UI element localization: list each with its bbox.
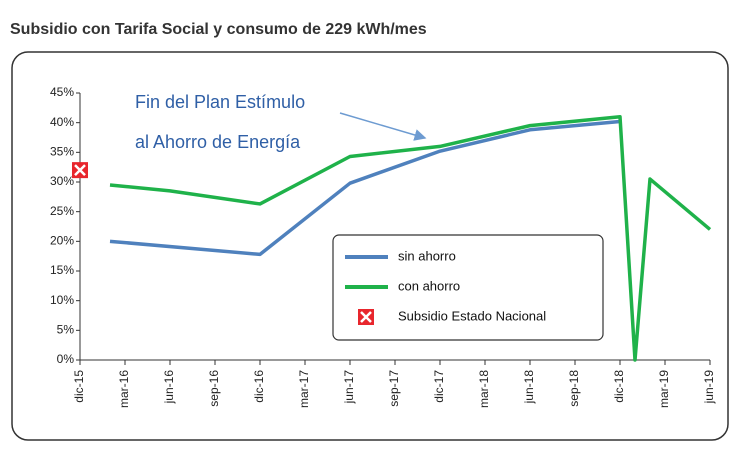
legend-label: Subsidio Estado Nacional [398,308,546,323]
x-tick-label: sep-18 [567,370,581,407]
x-tick-label: jun-19 [702,370,716,405]
annotation: Fin del Plan Estímulo [135,92,305,112]
y-tick-label: 25% [50,204,74,218]
chart-title: Subsidio con Tarifa Social y consumo de … [10,21,427,38]
x-tick-label: dic-16 [252,370,266,403]
x-tick-label: mar-18 [477,370,491,408]
x-tick-label: mar-16 [117,370,131,408]
y-tick-label: 20% [50,234,74,248]
x-tick-label: jun-16 [162,370,176,405]
line-series [109,114,712,362]
y-tick-label: 45% [50,85,74,99]
x-tick-label: mar-19 [657,370,671,408]
x-tick-label: dic-15 [72,370,86,403]
legend-label: con ahorro [398,278,460,293]
marker [72,162,88,179]
annotation: al Ahorro de Energía [135,132,301,152]
x-tick-label: mar-17 [297,370,311,408]
x-tick-label: dic-17 [432,370,446,403]
x-tick-label: dic-18 [612,370,626,403]
annotation-arrow [339,112,427,141]
y-tick-label: 40% [50,115,74,129]
y-tick-label: 5% [57,323,75,337]
x-tick-label: sep-16 [207,370,221,407]
legend-marker [358,309,374,325]
y-tick-label: 30% [50,174,74,188]
y-tick-label: 35% [50,145,74,159]
x-tick-label: sep-17 [387,370,401,407]
line-series [109,119,621,257]
x-tick-label: jun-17 [342,370,356,405]
y-tick-label: 10% [50,293,74,307]
x-tick-label: jun-18 [522,370,536,405]
legend-label: sin ahorro [398,248,456,263]
y-tick-label: 0% [57,352,75,366]
legend [332,234,604,341]
y-tick-label: 15% [50,263,74,277]
